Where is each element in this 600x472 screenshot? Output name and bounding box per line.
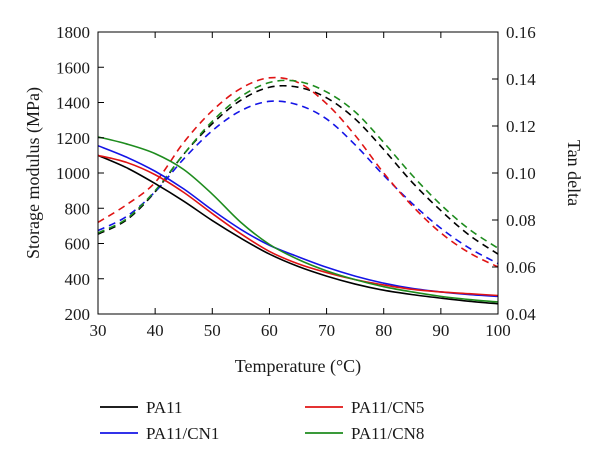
x-tick-label: 90 <box>432 321 449 340</box>
series-tan-delta-pa11-cn8 <box>97 79 499 249</box>
series-storage-modulus-pa11 <box>97 154 499 305</box>
y2-tick-label: 0.08 <box>506 211 536 230</box>
y2-tick-label: 0.10 <box>506 164 536 183</box>
legend-item-pa11: PA11 <box>100 398 183 417</box>
legend-label: PA11/CN8 <box>351 424 424 443</box>
y-tick-label: 200 <box>65 305 91 324</box>
y-tick-label: 800 <box>65 199 91 218</box>
y-tick-label: 1600 <box>56 58 90 77</box>
legend-item-pa11-cn1: PA11/CN1 <box>100 424 219 443</box>
x-tick-label: 50 <box>204 321 221 340</box>
x-tick-label: 40 <box>147 321 164 340</box>
y-tick-label: 1800 <box>56 23 90 42</box>
y2-axis-title: Tan delta <box>564 140 584 206</box>
x-tick-label: 30 <box>90 321 107 340</box>
series-storage-modulus-pa11-cn1 <box>97 144 499 298</box>
legend-item-pa11-cn8: PA11/CN8 <box>305 424 424 443</box>
y-axis-title: Storage modulus (MPa) <box>23 87 44 259</box>
y-tick-label: 600 <box>65 235 91 254</box>
x-tick-label: 60 <box>261 321 278 340</box>
y-tick-label: 400 <box>65 270 91 289</box>
legend-label: PA11/CN5 <box>351 398 424 417</box>
legend-label: PA11/CN1 <box>146 424 219 443</box>
y2-tick-label: 0.14 <box>506 70 536 89</box>
series-storage-modulus-pa11-cn5 <box>97 154 499 297</box>
x-axis-title: Temperature (°C) <box>235 356 361 377</box>
series-tan-delta-pa11 <box>97 84 499 255</box>
y-tick-label: 1200 <box>56 129 90 148</box>
series-tan-delta-pa11-cn1 <box>97 100 499 265</box>
y2-tick-label: 0.12 <box>506 117 536 136</box>
series-group <box>97 76 499 305</box>
plot-frame <box>97 31 499 315</box>
series-storage-modulus-pa11-cn8 <box>97 136 499 303</box>
legend-item-pa11-cn5: PA11/CN5 <box>305 398 424 417</box>
legend: PA11 PA11/CN5 PA11/CN1 PA11/CN8 <box>100 398 424 443</box>
legend-label: PA11 <box>146 398 183 417</box>
ticks-group: 30 40 50 60 70 80 90 100 200 400 600 800 1000 1200 140… <box>56 23 536 340</box>
y-tick-label: 1000 <box>56 164 90 183</box>
x-tick-label: 70 <box>318 321 335 340</box>
y2-tick-label: 0.06 <box>506 258 536 277</box>
y2-tick-label: 0.04 <box>506 305 536 324</box>
y-tick-label: 1400 <box>56 94 90 113</box>
x-tick-label: 100 <box>485 321 511 340</box>
y2-tick-label: 0.16 <box>506 23 536 42</box>
x-tick-label: 80 <box>375 321 392 340</box>
series-tan-delta-pa11-cn5 <box>97 76 499 268</box>
